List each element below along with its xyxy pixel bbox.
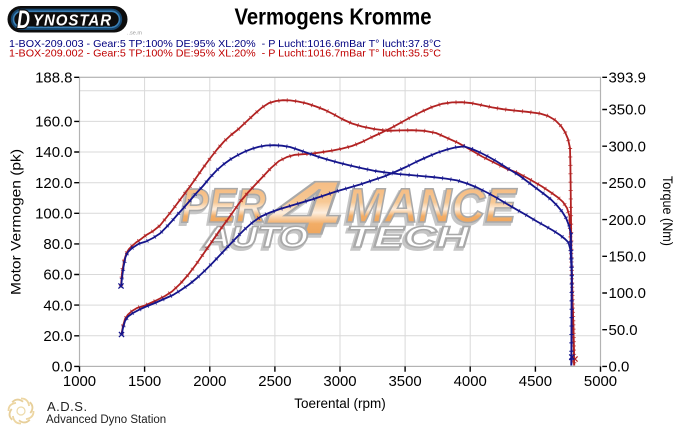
svg-text:AUTO: AUTO bbox=[201, 224, 306, 257]
svg-text:80.0: 80.0 bbox=[43, 236, 72, 253]
svg-text:D: D bbox=[17, 6, 30, 34]
svg-text:YNOSTAR: YNOSTAR bbox=[33, 13, 112, 30]
svg-text:0.0: 0.0 bbox=[609, 359, 630, 376]
svg-text:300.0: 300.0 bbox=[609, 138, 646, 155]
svg-text:3500: 3500 bbox=[389, 373, 422, 390]
svg-text:0.0: 0.0 bbox=[52, 359, 73, 376]
svg-text:Vermogens Kromme: Vermogens Kromme bbox=[235, 4, 432, 30]
svg-text:393.9: 393.9 bbox=[609, 70, 646, 87]
svg-text:5000: 5000 bbox=[584, 373, 617, 390]
svg-text:60.0: 60.0 bbox=[43, 267, 72, 284]
svg-text:350.0: 350.0 bbox=[609, 102, 646, 119]
svg-text:Torque (Nm): Torque (Nm) bbox=[660, 176, 676, 246]
svg-text:3000: 3000 bbox=[323, 373, 356, 390]
svg-text:1-BOX-209.003 - Gear:5 TP:100%: 1-BOX-209.003 - Gear:5 TP:100% DE:95% XL… bbox=[9, 39, 442, 50]
svg-text:AUTO: AUTO bbox=[203, 221, 308, 254]
svg-text:150.0: 150.0 bbox=[609, 249, 646, 266]
svg-text:Advanced Dyno Station: Advanced Dyno Station bbox=[46, 414, 166, 426]
svg-text:100.0: 100.0 bbox=[609, 285, 646, 302]
svg-text:TECH: TECH bbox=[346, 221, 471, 254]
svg-text:4000: 4000 bbox=[454, 373, 487, 390]
svg-text:A.D.S.: A.D.S. bbox=[47, 399, 88, 414]
svg-text:188.8: 188.8 bbox=[35, 70, 72, 87]
svg-text:4500: 4500 bbox=[519, 373, 552, 390]
svg-text:120.0: 120.0 bbox=[35, 175, 72, 192]
svg-text:TECH: TECH bbox=[344, 224, 469, 257]
svg-text:MANCE: MANCE bbox=[346, 180, 518, 233]
svg-text:2500: 2500 bbox=[258, 373, 291, 390]
svg-text:100.0: 100.0 bbox=[35, 206, 72, 223]
svg-text:1500: 1500 bbox=[128, 373, 161, 390]
svg-text:..se.m: ..se.m bbox=[127, 31, 142, 37]
svg-text:Motor Vermogen (pk): Motor Vermogen (pk) bbox=[8, 149, 24, 295]
svg-text:140.0: 140.0 bbox=[35, 144, 72, 161]
svg-text:4: 4 bbox=[264, 166, 342, 251]
svg-text:250.0: 250.0 bbox=[609, 175, 646, 192]
svg-text:1000: 1000 bbox=[63, 373, 96, 390]
svg-text:1-BOX-209.002 - Gear:5 TP:100%: 1-BOX-209.002 - Gear:5 TP:100% DE:95% XL… bbox=[9, 48, 442, 59]
svg-text:160.0: 160.0 bbox=[35, 114, 72, 131]
svg-text:40.0: 40.0 bbox=[43, 297, 72, 314]
svg-text:2000: 2000 bbox=[193, 373, 226, 390]
svg-text:Toerental (rpm): Toerental (rpm) bbox=[294, 396, 386, 411]
svg-text:20.0: 20.0 bbox=[43, 328, 72, 345]
svg-text:50.0: 50.0 bbox=[609, 322, 638, 339]
svg-text:MANCE: MANCE bbox=[344, 183, 516, 236]
svg-text:200.0: 200.0 bbox=[609, 212, 646, 229]
